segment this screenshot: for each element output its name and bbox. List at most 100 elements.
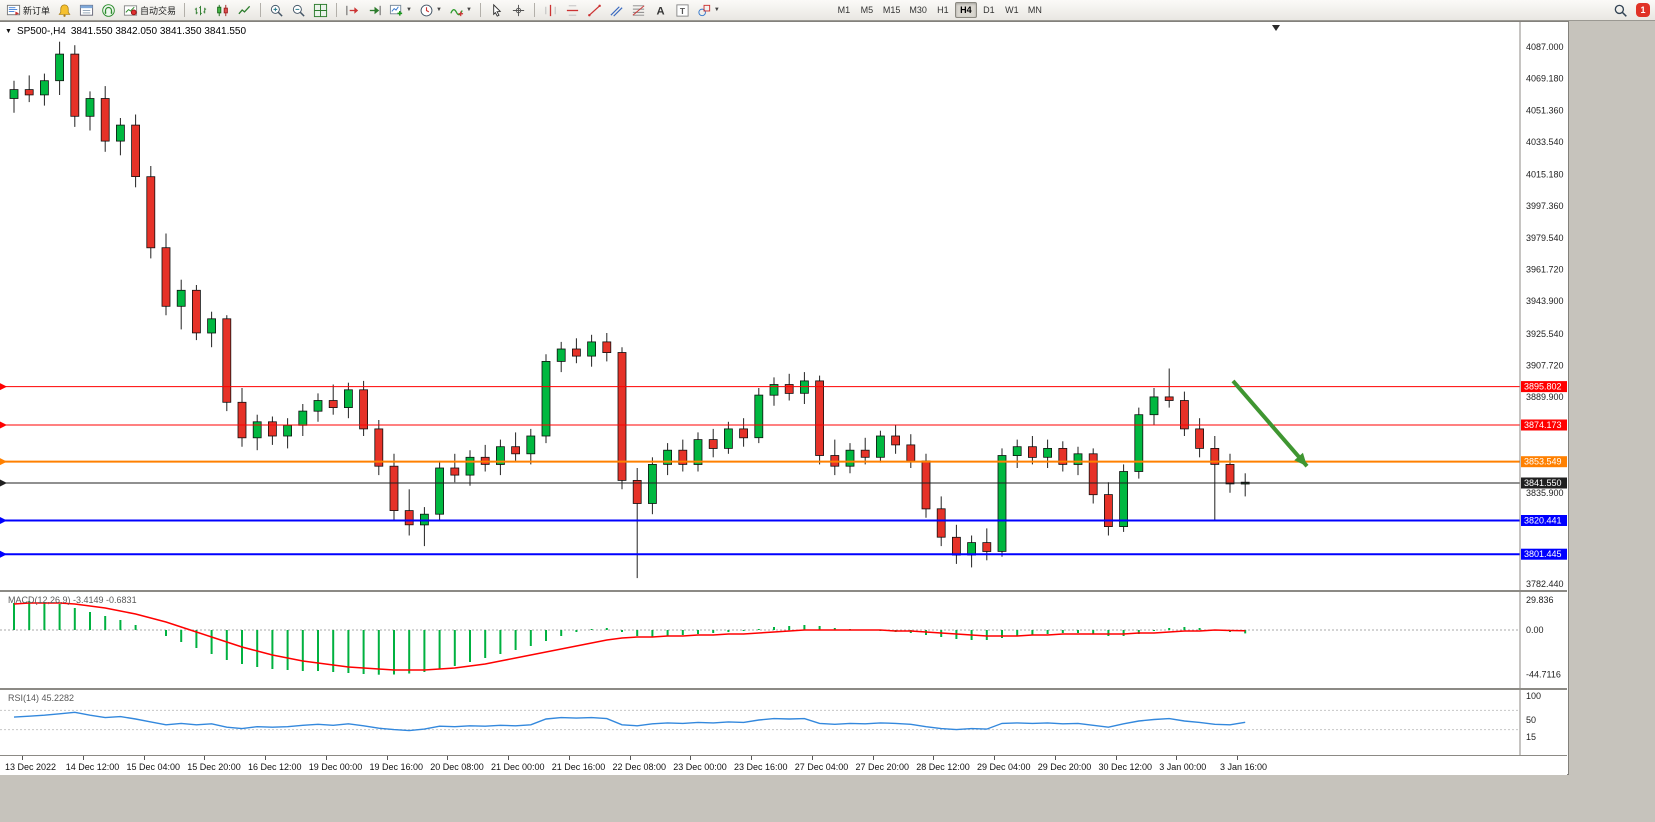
time-axis-label: 27 Dec 04:00 [794, 762, 849, 772]
vertical-line-tool[interactable] [540, 1, 561, 19]
macd-panel[interactable]: 29.836 0.00 -44.7116 [0, 592, 1567, 688]
time-axis-label: 13 Dec 2022 [5, 762, 57, 772]
time-axis[interactable]: 13 Dec 2022 14 Dec 12:00 15 Dec 04:00 15 De… [0, 755, 1567, 775]
crosshair-tool-button[interactable] [508, 1, 529, 19]
timeframe-button-m5[interactable]: M5 [860, 5, 874, 15]
candle [815, 380, 824, 456]
indicator-icon [449, 3, 464, 18]
price-level-badge [1521, 381, 1567, 393]
candle [724, 428, 733, 449]
candle [283, 424, 293, 437]
timeframe-button-w1[interactable]: W1 [1005, 5, 1019, 15]
candle [207, 318, 217, 334]
autotrading-button[interactable]: 自动交易 [120, 1, 179, 19]
time-axis-tick [22, 756, 23, 760]
timeframe-button-m15[interactable]: M15 [882, 5, 901, 15]
autoscroll-icon [367, 3, 382, 18]
rsi-panel[interactable]: 100 50 15 [0, 690, 1567, 755]
chevron-down-icon: ▼ [435, 7, 442, 13]
candle [1195, 428, 1204, 449]
timeframe-button-m1[interactable]: M1 [837, 5, 851, 15]
expert-advisors-button[interactable] [98, 1, 119, 19]
chevron-down-icon: ▼ [465, 7, 472, 13]
fibonacci-tool[interactable] [628, 1, 649, 19]
candle [389, 465, 399, 512]
candle [708, 439, 718, 449]
time-axis-tick [690, 756, 692, 760]
candle [1164, 396, 1174, 401]
macd-signal-line [13, 602, 1246, 671]
zoom-out-button[interactable] [288, 1, 309, 19]
scroll-to-end-marker[interactable] [1272, 25, 1280, 31]
price-level-badge [1521, 515, 1567, 526]
indicators-dropdown[interactable]: ▼ [446, 1, 475, 19]
candle [1043, 447, 1052, 458]
main-price-chart[interactable]: 4087.000 4069.180 4051.360 4033.540 4015.180… [0, 22, 1567, 590]
candle [1058, 447, 1068, 465]
candle [85, 98, 95, 117]
new-chart-dropdown[interactable]: ▼ [386, 1, 415, 19]
candle [648, 463, 657, 504]
tile-windows-button[interactable] [310, 1, 331, 19]
price-level-badge [1521, 548, 1567, 560]
candle [237, 401, 247, 439]
search-button[interactable] [1610, 1, 1631, 19]
auto-scroll-button[interactable] [364, 1, 385, 19]
channel-icon [609, 3, 624, 18]
time-axis-label: 20 Dec 08:00 [430, 762, 484, 772]
timeframe-button-mn[interactable]: MN [1027, 5, 1042, 15]
text-tool[interactable]: A [650, 1, 671, 19]
candle [343, 389, 353, 408]
time-axis-tick [933, 756, 935, 760]
trendline-tool[interactable] [584, 1, 605, 19]
bar-chart-button[interactable] [190, 1, 211, 19]
horizontal-line-tool[interactable] [562, 1, 583, 19]
line-chart-button[interactable] [234, 1, 255, 19]
candle [1119, 471, 1128, 527]
price-level-marker [0, 550, 7, 558]
label-tool[interactable]: T [672, 1, 693, 19]
period-dropdown[interactable]: ▼ [416, 1, 445, 19]
candlestick-chart-button[interactable] [212, 1, 233, 19]
timeframe-button-m30[interactable]: M30 [909, 5, 927, 15]
market-watch-button[interactable] [76, 1, 97, 19]
autotrade-icon [123, 3, 138, 18]
time-axis-label: 15 Dec 20:00 [187, 762, 241, 772]
price-axis-label: 3907.720 [1526, 360, 1564, 370]
timeframe-button-h4[interactable]: H4 [954, 2, 977, 18]
time-axis-label: 29 Dec 04:00 [977, 762, 1031, 772]
cursor-tool-button[interactable] [486, 1, 507, 19]
candle [298, 410, 308, 426]
zoom-in-button[interactable] [266, 1, 287, 19]
candle [1134, 414, 1144, 472]
candle [587, 341, 596, 357]
time-axis-label: 27 Dec 20:00 [855, 762, 910, 772]
notification-badge[interactable]: 1 [1636, 3, 1650, 17]
panel-separator[interactable] [0, 688, 1567, 690]
panel-separator[interactable] [0, 590, 1567, 592]
price-axis-label: 3889.900 [1526, 392, 1564, 402]
candle [952, 536, 961, 556]
candle [1028, 446, 1037, 458]
new-order-button[interactable]: 新订单 [3, 1, 53, 19]
timeframe-button-h1[interactable]: H1 [937, 5, 949, 15]
candle [146, 176, 156, 249]
channel-tool[interactable] [606, 1, 627, 19]
price-axis-label: 4087.000 [1526, 42, 1564, 52]
time-axis-tick [508, 756, 509, 760]
candle [55, 53, 64, 82]
candle [40, 80, 49, 96]
price-axis-label: 4015.180 [1526, 170, 1564, 180]
rsi-axis-label: 100 [1526, 691, 1541, 701]
timeframe-button-d1[interactable]: D1 [983, 5, 995, 15]
one-click-trading-toggle-icon[interactable]: ▼ [5, 28, 12, 35]
arrow-annotation[interactable] [1231, 379, 1309, 468]
time-axis-label: 16 Dec 12:00 [248, 762, 302, 772]
alerts-bell-button[interactable] [54, 1, 75, 19]
candle [450, 467, 460, 476]
toolbar-separator [184, 3, 186, 17]
time-axis-tick [82, 756, 84, 760]
chart-shift-button[interactable] [342, 1, 363, 19]
shapes-dropdown[interactable]: ▼ [694, 1, 723, 19]
price-level-marker [0, 516, 7, 524]
